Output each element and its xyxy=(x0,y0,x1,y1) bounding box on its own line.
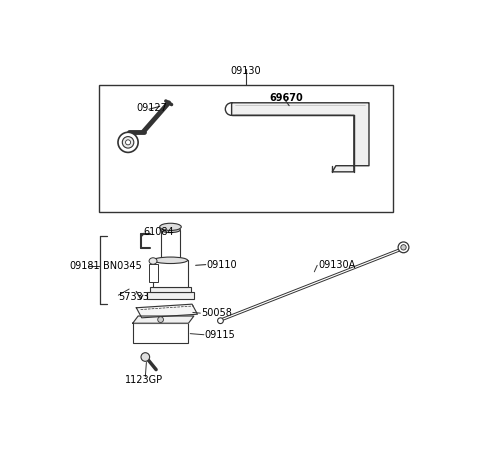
Circle shape xyxy=(398,242,409,253)
Ellipse shape xyxy=(161,227,180,233)
Circle shape xyxy=(158,317,164,323)
Text: 09130A: 09130A xyxy=(318,260,355,270)
Ellipse shape xyxy=(149,258,157,264)
Bar xyxy=(161,230,180,260)
Text: 1123GP: 1123GP xyxy=(124,375,163,385)
Circle shape xyxy=(126,140,131,145)
Polygon shape xyxy=(136,304,197,318)
Text: 57333: 57333 xyxy=(119,292,149,302)
Text: 09181: 09181 xyxy=(70,262,100,271)
Polygon shape xyxy=(133,316,194,323)
Text: BN0345: BN0345 xyxy=(103,262,142,271)
Polygon shape xyxy=(232,103,369,172)
Bar xyxy=(154,260,188,287)
Bar xyxy=(98,85,394,212)
Circle shape xyxy=(122,136,134,148)
Circle shape xyxy=(217,318,223,324)
Circle shape xyxy=(118,132,138,152)
Bar xyxy=(150,287,191,291)
Text: 69670: 69670 xyxy=(269,93,303,104)
Bar xyxy=(133,323,189,343)
Bar xyxy=(147,291,194,299)
Bar xyxy=(149,264,158,282)
Text: 09127: 09127 xyxy=(136,103,167,113)
Ellipse shape xyxy=(154,257,188,263)
Text: 09110: 09110 xyxy=(206,260,237,269)
Text: 09130: 09130 xyxy=(231,66,261,77)
Text: 61084: 61084 xyxy=(144,227,174,237)
Text: 50058: 50058 xyxy=(201,308,232,318)
Text: 09115: 09115 xyxy=(204,330,235,340)
Ellipse shape xyxy=(160,223,181,230)
Circle shape xyxy=(141,353,150,361)
Circle shape xyxy=(401,245,406,250)
